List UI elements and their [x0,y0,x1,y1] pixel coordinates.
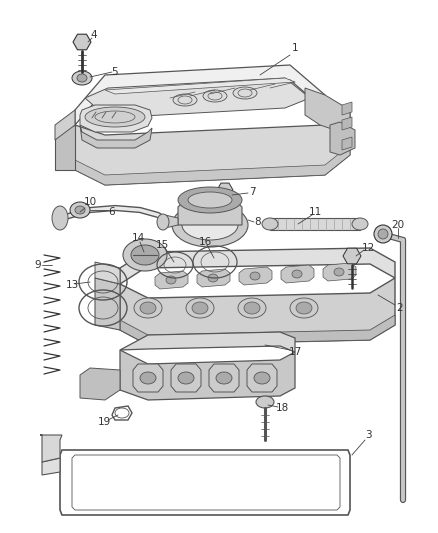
Ellipse shape [292,270,302,278]
Ellipse shape [178,187,242,213]
Polygon shape [120,248,395,284]
Polygon shape [133,364,163,392]
Polygon shape [75,145,350,185]
Text: 1: 1 [292,43,298,53]
Text: 16: 16 [198,237,212,247]
Polygon shape [270,218,360,230]
Polygon shape [247,364,277,392]
Ellipse shape [182,210,238,240]
Ellipse shape [374,225,392,243]
Ellipse shape [203,90,227,102]
Ellipse shape [256,396,274,408]
Polygon shape [281,265,314,283]
Polygon shape [323,263,356,281]
Polygon shape [85,78,310,118]
Polygon shape [305,88,350,130]
Polygon shape [80,125,152,148]
Ellipse shape [233,87,257,99]
Polygon shape [55,125,75,170]
Ellipse shape [72,71,92,85]
Polygon shape [73,34,91,50]
Text: 19: 19 [97,417,111,427]
Text: 7: 7 [249,187,255,197]
Ellipse shape [140,302,156,314]
Polygon shape [95,262,120,284]
Text: 13: 13 [65,280,79,290]
Ellipse shape [334,268,344,276]
Text: 5: 5 [112,67,118,77]
Text: 9: 9 [35,260,41,270]
Polygon shape [171,364,201,392]
Text: 12: 12 [361,243,374,253]
Polygon shape [120,350,295,400]
Text: 18: 18 [276,403,289,413]
Ellipse shape [123,239,167,271]
Ellipse shape [208,274,218,282]
Ellipse shape [352,218,368,230]
Text: 4: 4 [91,30,97,40]
Text: 3: 3 [365,430,371,440]
Ellipse shape [262,218,278,230]
Ellipse shape [192,302,208,314]
Ellipse shape [157,214,169,230]
Ellipse shape [85,107,145,127]
Ellipse shape [186,298,214,318]
Ellipse shape [131,245,159,265]
Polygon shape [105,78,295,94]
Polygon shape [80,105,152,132]
Polygon shape [95,278,120,330]
Text: 8: 8 [254,217,261,227]
Ellipse shape [250,272,260,280]
Ellipse shape [140,372,156,384]
Polygon shape [197,269,230,287]
Polygon shape [162,215,178,228]
Polygon shape [342,117,352,130]
Text: 10: 10 [83,197,96,207]
Ellipse shape [188,192,232,208]
Polygon shape [75,110,350,185]
Ellipse shape [178,372,194,384]
Polygon shape [75,65,325,125]
Text: 2: 2 [397,303,403,313]
Polygon shape [330,122,355,155]
Polygon shape [342,137,352,150]
Ellipse shape [52,206,68,230]
Ellipse shape [173,94,197,106]
Ellipse shape [75,206,85,214]
Text: 6: 6 [109,207,115,217]
Polygon shape [209,364,239,392]
Text: 20: 20 [392,220,405,230]
Polygon shape [120,278,395,345]
Polygon shape [120,315,395,345]
Text: 11: 11 [308,207,321,217]
Polygon shape [343,248,361,264]
Ellipse shape [254,372,270,384]
Ellipse shape [378,229,388,239]
Ellipse shape [296,302,312,314]
Ellipse shape [238,298,266,318]
Polygon shape [40,435,62,462]
Ellipse shape [77,74,87,82]
Text: 17: 17 [288,347,302,357]
Polygon shape [55,110,75,140]
Ellipse shape [216,372,232,384]
Text: 15: 15 [155,240,169,250]
Polygon shape [217,183,233,197]
Text: 14: 14 [131,233,145,243]
Polygon shape [80,368,120,400]
Ellipse shape [166,276,176,284]
Ellipse shape [244,302,260,314]
Polygon shape [120,332,295,352]
Ellipse shape [290,298,318,318]
Ellipse shape [134,298,162,318]
Polygon shape [342,102,352,115]
Polygon shape [239,267,272,285]
Ellipse shape [172,203,248,247]
Polygon shape [42,458,60,475]
Ellipse shape [70,202,90,218]
Polygon shape [155,271,188,289]
Polygon shape [178,197,242,225]
